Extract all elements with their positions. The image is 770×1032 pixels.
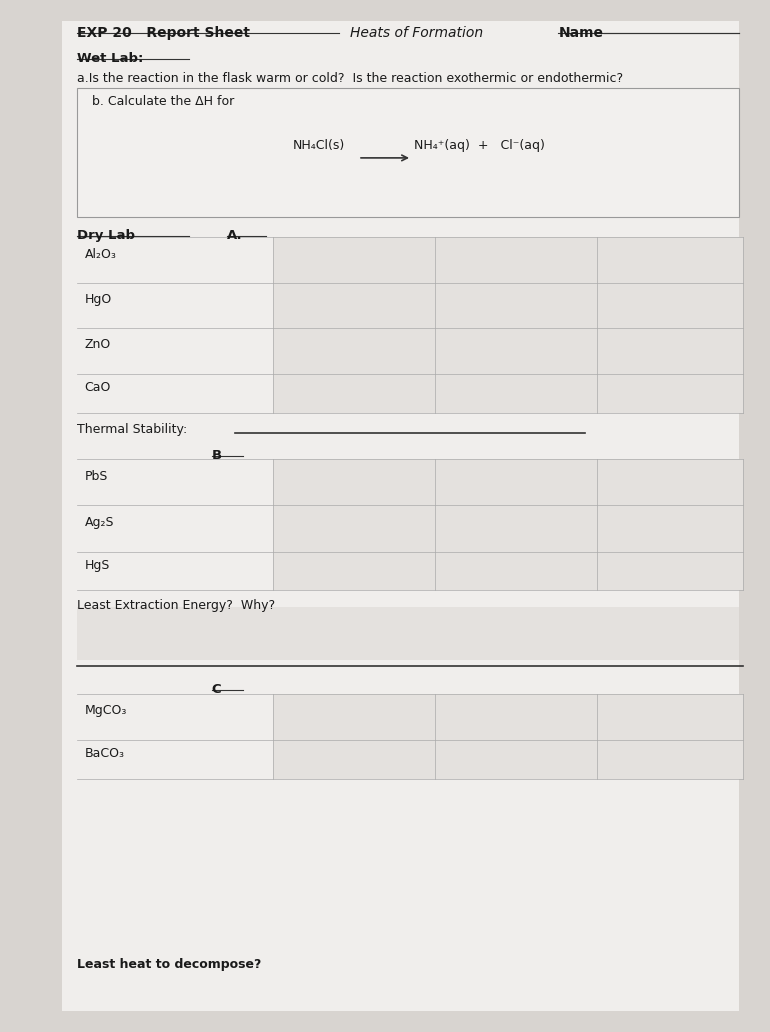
Bar — [435, 505, 597, 552]
Bar — [77, 88, 739, 217]
Text: ZnO: ZnO — [85, 338, 111, 352]
Bar — [77, 607, 739, 660]
Text: BaCO₃: BaCO₃ — [85, 747, 125, 761]
Text: EXP 20   Report Sheet: EXP 20 Report Sheet — [77, 26, 250, 40]
Bar — [435, 283, 597, 328]
Bar — [273, 740, 435, 779]
Bar — [597, 374, 743, 413]
Text: Name: Name — [558, 26, 603, 40]
Text: Heats of Formation: Heats of Formation — [350, 26, 484, 40]
Bar — [273, 505, 435, 552]
Bar — [273, 328, 435, 374]
Text: MgCO₃: MgCO₃ — [85, 704, 127, 717]
Bar — [597, 237, 743, 283]
Bar — [597, 505, 743, 552]
Text: CaO: CaO — [85, 381, 111, 394]
Bar — [597, 694, 743, 740]
Bar — [435, 374, 597, 413]
Text: Ag₂S: Ag₂S — [85, 516, 114, 529]
Text: Thermal Stability:: Thermal Stability: — [77, 423, 187, 437]
Text: Al₂O₃: Al₂O₃ — [85, 248, 116, 261]
Text: HgS: HgS — [85, 559, 110, 572]
Bar — [273, 459, 435, 505]
Bar — [435, 552, 597, 590]
Text: Least heat to decompose?: Least heat to decompose? — [77, 958, 261, 971]
Bar — [597, 740, 743, 779]
Bar — [435, 237, 597, 283]
Text: Dry Lab: Dry Lab — [77, 229, 135, 243]
Text: NH₄Cl(s): NH₄Cl(s) — [293, 139, 345, 153]
Bar — [273, 237, 435, 283]
Bar — [597, 459, 743, 505]
Text: PbS: PbS — [85, 470, 108, 483]
Bar — [597, 328, 743, 374]
Bar — [435, 459, 597, 505]
Bar — [597, 552, 743, 590]
Text: B: B — [212, 449, 222, 462]
Bar — [435, 740, 597, 779]
Text: Least Extraction Energy?  Why?: Least Extraction Energy? Why? — [77, 599, 275, 612]
Text: A.: A. — [227, 229, 243, 243]
Bar — [435, 328, 597, 374]
Bar — [273, 283, 435, 328]
Bar — [273, 374, 435, 413]
Text: NH₄⁺(aq)  +   Cl⁻(aq): NH₄⁺(aq) + Cl⁻(aq) — [414, 139, 545, 153]
Text: Wet Lab:: Wet Lab: — [77, 52, 143, 65]
Text: b. Calculate the ΔH for: b. Calculate the ΔH for — [92, 95, 235, 108]
Text: HgO: HgO — [85, 293, 112, 307]
Text: a.Is the reaction in the flask warm or cold?  Is the reaction exothermic or endo: a.Is the reaction in the flask warm or c… — [77, 72, 623, 86]
Bar — [273, 694, 435, 740]
Text: C: C — [212, 683, 222, 697]
Bar — [597, 283, 743, 328]
Bar — [435, 694, 597, 740]
Bar — [62, 21, 739, 1011]
Bar — [273, 552, 435, 590]
